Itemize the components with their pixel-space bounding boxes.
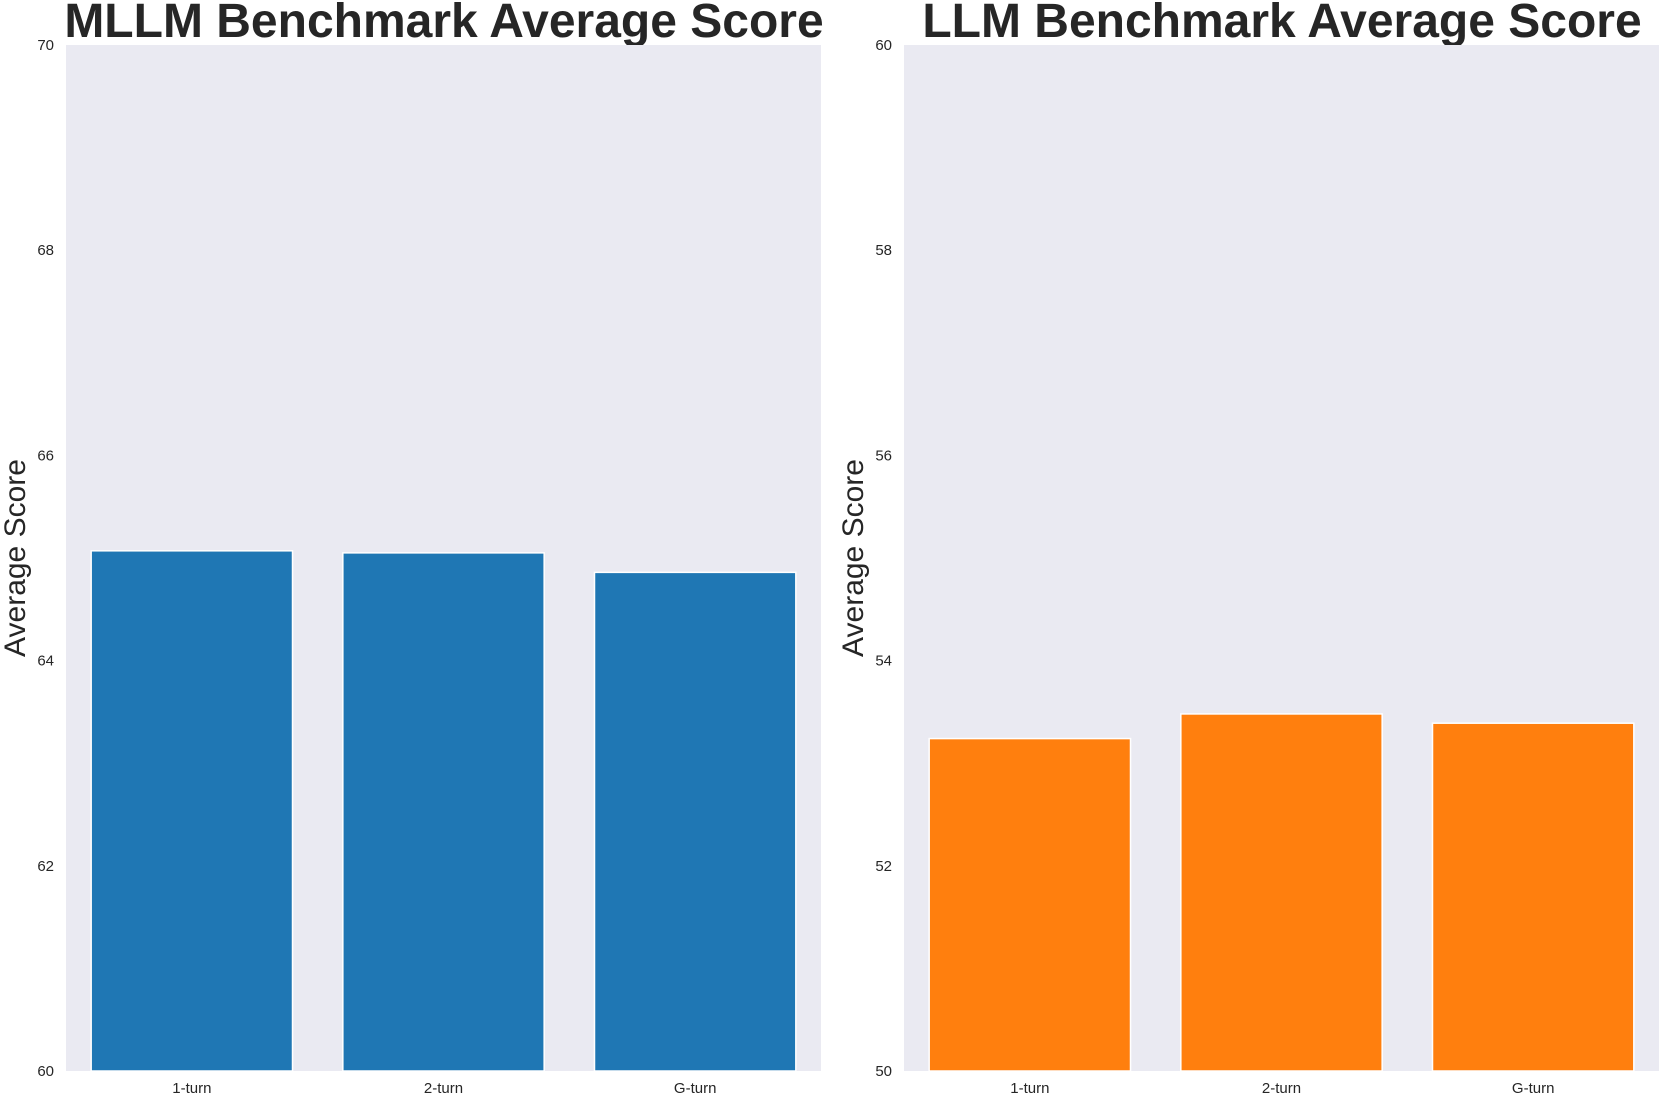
mllm-x-ticks-group: 1-turn 2-turn G-turn xyxy=(172,1080,716,1094)
llm-x-tick-label: G-turn xyxy=(1512,1080,1555,1094)
llm-x-ticks-group: 1-turn 2-turn G-turn xyxy=(1010,1080,1554,1094)
llm-y-ticks-group: 50 52 54 56 58 60 xyxy=(875,37,892,1080)
mllm-y-tick-label: 66 xyxy=(37,447,54,464)
llm-x-tick-label: 2-turn xyxy=(1262,1080,1301,1094)
llm-y-tick-label: 50 xyxy=(875,1063,892,1080)
llm-y-tick-label: 58 xyxy=(875,242,892,259)
llm-bar-1-turn xyxy=(928,737,1132,1072)
llm-y-tick-label: 60 xyxy=(875,37,892,54)
mllm-y-tick-label: 64 xyxy=(37,653,54,670)
mllm-bar-1-turn xyxy=(90,550,294,1072)
llm-y-axis-label: Average Score xyxy=(837,459,870,657)
mllm-bar-g-turn xyxy=(593,571,797,1072)
llm-bars-group xyxy=(928,713,1635,1072)
mllm-y-tick-label: 68 xyxy=(37,242,54,259)
mllm-y-tick-label: 62 xyxy=(37,858,54,875)
mllm-x-tick-label: 1-turn xyxy=(172,1080,211,1094)
mllm-y-axis-label: Average Score xyxy=(0,459,32,657)
mllm-y-ticks-group: 60 62 64 66 68 70 xyxy=(37,37,54,1080)
llm-chart-title: LLM Benchmark Average Score xyxy=(922,0,1641,48)
mllm-bar-2-turn xyxy=(342,552,545,1072)
mllm-y-tick-label: 70 xyxy=(37,37,54,54)
mllm-bars-group xyxy=(90,550,797,1072)
mllm-x-tick-label: G-turn xyxy=(674,1080,717,1094)
llm-bar-g-turn xyxy=(1431,722,1635,1072)
mllm-chart-panel: MLLM Benchmark Average Score 60 62 64 66 68 7… xyxy=(0,0,824,1094)
mllm-x-tick-label: 2-turn xyxy=(424,1080,463,1094)
llm-y-tick-label: 56 xyxy=(875,447,892,464)
llm-chart-panel: LLM Benchmark Average Score 50 52 54 56 58 60… xyxy=(837,0,1659,1094)
mllm-y-tick-label: 60 xyxy=(37,1063,54,1080)
llm-bar-2-turn xyxy=(1180,713,1383,1072)
llm-y-tick-label: 54 xyxy=(875,653,892,670)
mllm-chart-title: MLLM Benchmark Average Score xyxy=(64,0,823,48)
llm-x-tick-label: 1-turn xyxy=(1010,1080,1049,1094)
llm-y-tick-label: 52 xyxy=(875,858,892,875)
